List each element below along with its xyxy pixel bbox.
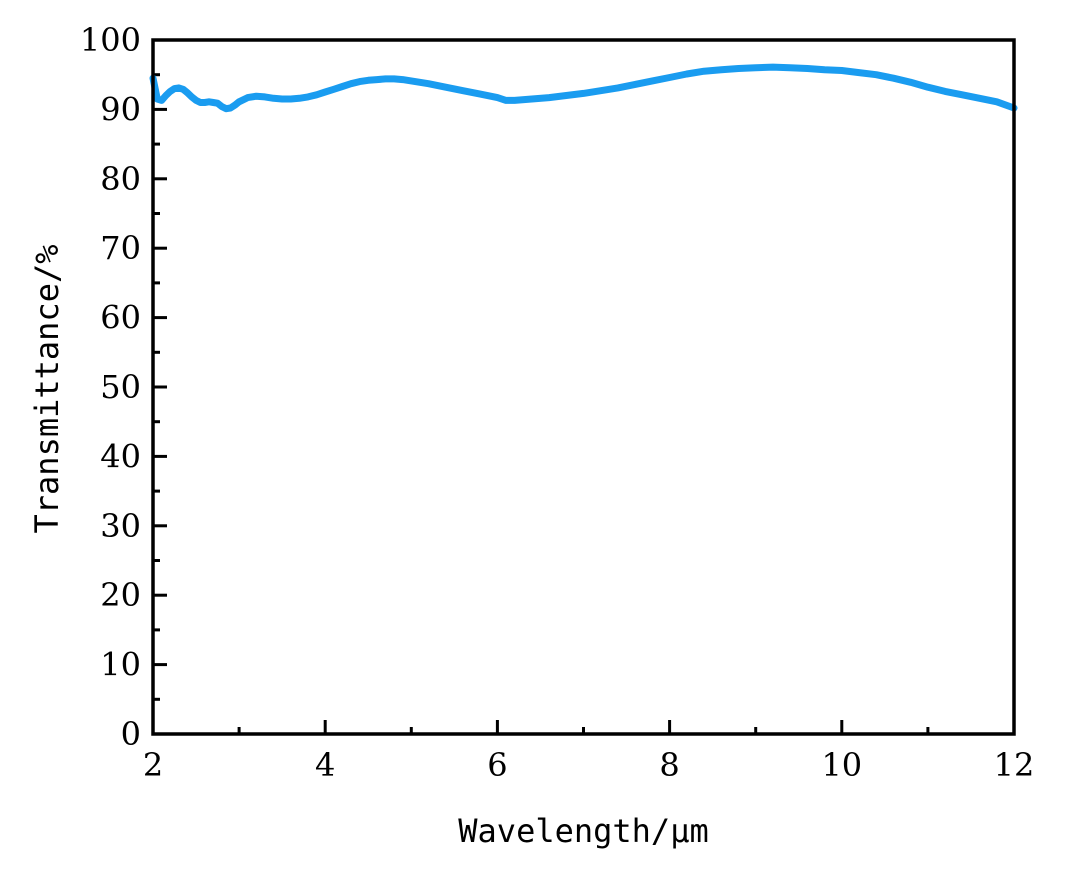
y-tick-labels: 0 10 20 30 40 50 60 70 80 90 100 — [80, 21, 141, 753]
x-tick-label: 6 — [487, 746, 507, 784]
y-tick-label: 50 — [100, 368, 141, 406]
series-layer — [149, 63, 1018, 113]
y-tick-label: 40 — [100, 437, 141, 475]
x-tick-labels: 2 4 6 8 10 12 — [143, 746, 1035, 784]
x-tick-label: 8 — [659, 746, 679, 784]
y-tick-label: 30 — [100, 507, 141, 545]
x-tick-label: 4 — [315, 746, 335, 784]
minor-ticks — [153, 73, 930, 734]
y-tick-label: 80 — [100, 160, 141, 198]
y-tick-label: 0 — [121, 715, 141, 753]
major-ticks — [151, 38, 1016, 736]
y-tick-label: 100 — [80, 21, 141, 59]
x-tick-label: 2 — [143, 746, 163, 784]
x-axis-title: Wavelength/μm — [458, 812, 708, 850]
plot-frame — [151, 38, 1016, 736]
y-tick-label: 60 — [100, 299, 141, 337]
y-axis-title: Transmittance/% — [28, 245, 66, 534]
y-tick-label: 70 — [100, 229, 141, 267]
y-tick-label: 10 — [100, 646, 141, 684]
x-tick-label: 12 — [994, 746, 1035, 784]
transmittance-series-line — [149, 63, 1018, 113]
x-tick-label: 10 — [821, 746, 862, 784]
y-tick-label: 90 — [100, 90, 141, 128]
y-tick-label: 20 — [100, 576, 141, 614]
